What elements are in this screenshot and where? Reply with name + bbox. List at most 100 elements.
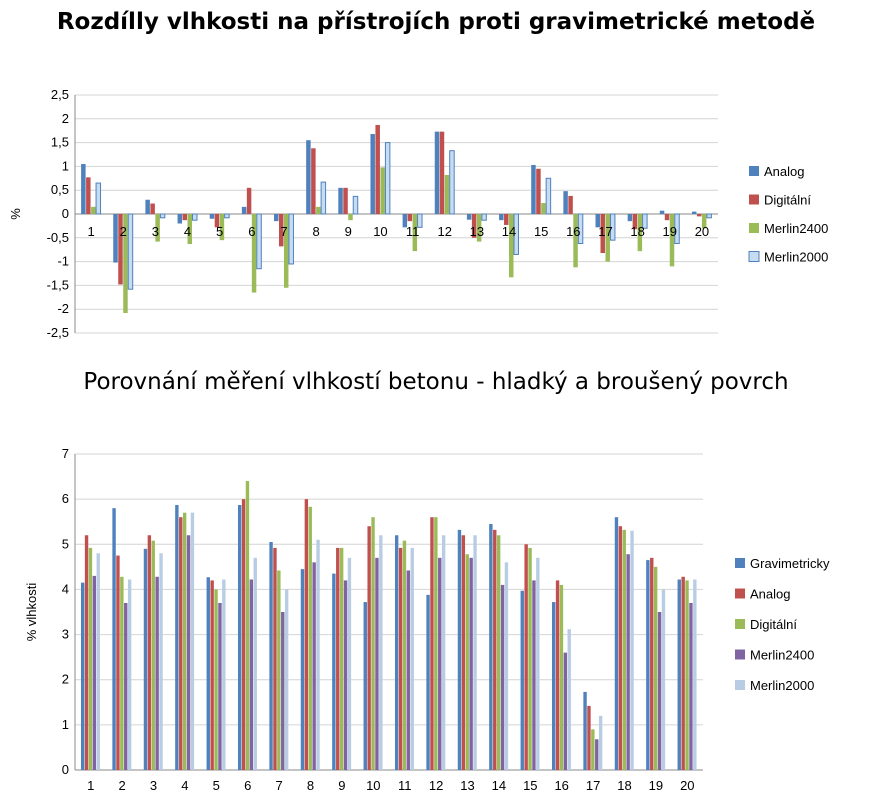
bar [379, 535, 383, 770]
bar [150, 203, 155, 214]
bar [155, 576, 159, 770]
x-tick-label: 12 [429, 778, 443, 793]
bar [159, 553, 163, 770]
bar [696, 214, 702, 217]
bar [179, 517, 183, 770]
x-tick-label: 5 [216, 224, 223, 239]
y-tick-label: 1,5 [51, 135, 69, 150]
bar [669, 214, 675, 267]
bar [343, 187, 348, 214]
legend-label: Analog [750, 587, 790, 602]
bar [96, 553, 100, 770]
bar [118, 214, 123, 285]
bar [190, 512, 195, 770]
y-tick-label: -1,5 [47, 277, 69, 292]
bar [587, 705, 591, 770]
y-tick-label: 1 [62, 717, 69, 732]
bar [509, 214, 514, 278]
bar [123, 214, 128, 314]
bar [469, 557, 473, 770]
bar [187, 214, 193, 244]
bar [222, 579, 226, 770]
bar [192, 213, 198, 221]
bar [563, 652, 568, 770]
x-tick-label: 15 [534, 224, 548, 239]
bar [209, 214, 215, 219]
bar [536, 168, 541, 214]
bar [214, 589, 218, 770]
bar [210, 580, 214, 770]
x-tick-label: 13 [460, 778, 474, 793]
bar [367, 526, 371, 770]
bar [375, 124, 380, 214]
y-tick-label: -1 [57, 254, 69, 269]
bar [370, 134, 375, 214]
bar [471, 214, 477, 238]
bar [605, 214, 610, 262]
legend-label: Digitální [764, 193, 811, 208]
x-tick-label: 10 [366, 778, 380, 793]
bar [352, 195, 359, 215]
x-tick-label: 19 [663, 224, 677, 239]
legend-swatch [735, 558, 745, 568]
bar [504, 214, 509, 225]
bar [274, 214, 279, 222]
y-tick-label: 5 [62, 536, 69, 551]
bar [86, 177, 91, 214]
bar [614, 517, 619, 770]
bar [444, 174, 450, 214]
bar [375, 557, 379, 770]
bar [600, 214, 605, 254]
bar [273, 547, 277, 770]
bar [348, 214, 353, 221]
bar [661, 589, 666, 770]
bar [402, 540, 407, 770]
bar [246, 187, 252, 214]
bar [642, 213, 648, 229]
bar [394, 535, 399, 770]
bar [406, 570, 411, 770]
bar [347, 557, 352, 770]
x-tick-label: 12 [437, 224, 451, 239]
bar [278, 214, 284, 247]
bar [84, 535, 89, 770]
bar [659, 210, 665, 214]
bar [410, 547, 414, 770]
bar [551, 602, 556, 770]
bar [182, 214, 188, 221]
bar [127, 213, 134, 290]
bar [637, 214, 643, 252]
bar [81, 164, 86, 214]
bar [536, 557, 540, 770]
bar [92, 575, 97, 770]
bar [681, 576, 685, 770]
bar [626, 554, 630, 770]
bar [622, 529, 626, 770]
bar [245, 481, 250, 770]
x-tick-label: 7 [275, 778, 282, 793]
bar [214, 214, 220, 228]
x-tick-label: 16 [566, 224, 580, 239]
bar [143, 548, 148, 770]
bar [473, 535, 477, 770]
x-tick-label: 4 [181, 778, 188, 793]
bar [145, 199, 150, 214]
bar [332, 573, 336, 770]
bar [531, 164, 536, 214]
bar [237, 505, 242, 770]
bar [476, 214, 482, 242]
x-tick-label: 6 [248, 224, 255, 239]
y-tick-label: 0,5 [51, 182, 69, 197]
bar [124, 602, 128, 770]
x-tick-label: 13 [470, 224, 484, 239]
x-tick-label: 8 [313, 224, 320, 239]
bar [583, 691, 587, 770]
x-tick-label: 18 [630, 224, 644, 239]
x-tick-label: 2 [118, 778, 125, 793]
bar [316, 206, 321, 214]
bar [219, 214, 225, 241]
chart-1-title: Rozdílly vlhkosti na přístrojích proti g… [56, 9, 816, 35]
bar [524, 544, 528, 770]
y-axis-label: % [8, 208, 23, 220]
bar [218, 602, 222, 770]
